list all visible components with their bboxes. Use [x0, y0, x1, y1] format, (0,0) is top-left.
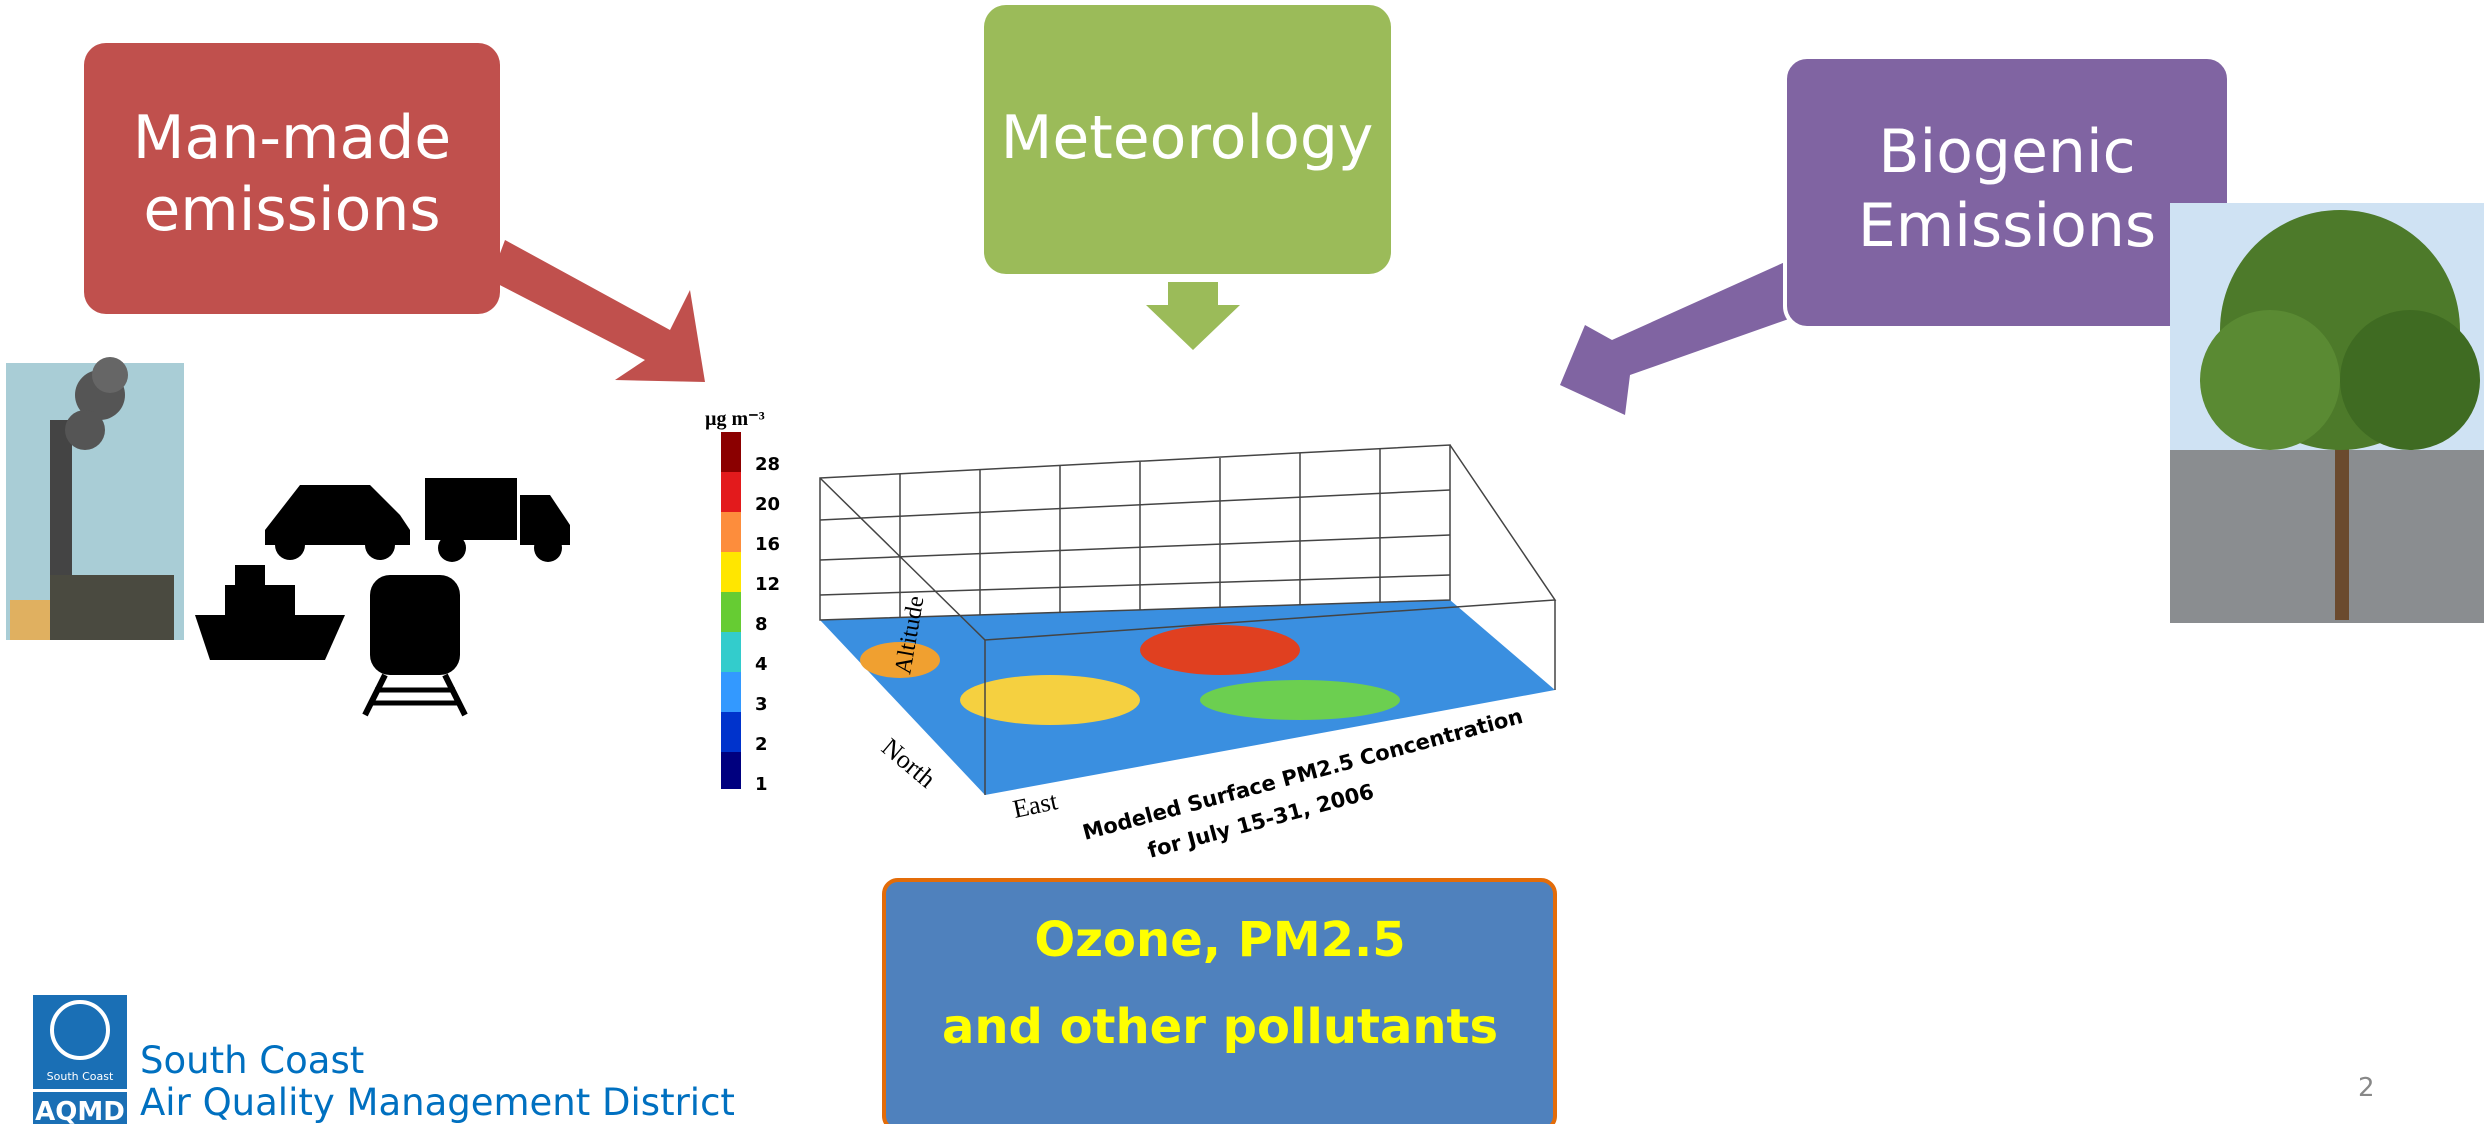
scale-label: 20	[755, 494, 780, 515]
scale-label: 16	[755, 534, 780, 555]
logo-mark	[50, 1000, 110, 1060]
purple-arrow	[1560, 262, 1800, 415]
box-text: Emissions	[1858, 191, 2156, 261]
box-text: Man-made	[133, 103, 451, 173]
box-text: Meteorology	[1001, 103, 1374, 173]
logo-badge-text: South Coast	[47, 1070, 114, 1083]
org-name: Air Quality Management District	[140, 1081, 735, 1124]
output-text: and other pollutants	[942, 999, 1498, 1055]
org-name: South Coast	[140, 1039, 364, 1082]
logo-abbr: AQMD	[35, 1097, 125, 1124]
box-text: emissions	[143, 175, 440, 245]
scale-label: 2	[755, 734, 768, 755]
tree-photo	[2170, 203, 2484, 623]
meteorology-box	[984, 5, 1391, 274]
red-arrow	[490, 240, 705, 382]
scale-label: 4	[755, 654, 768, 675]
logo-bar	[33, 1092, 127, 1124]
page-number: 2	[2358, 1073, 2375, 1103]
output-box	[882, 878, 1557, 1128]
man-made-box	[84, 43, 500, 314]
box-text: Biogenic	[1878, 117, 2135, 187]
scale-label: 1	[755, 774, 768, 795]
scale-label: 12	[755, 574, 780, 595]
logo-badge	[33, 995, 127, 1089]
factory-image	[6, 357, 184, 640]
green-arrow	[1146, 282, 1240, 350]
north-label: North	[876, 732, 941, 793]
output-text: Ozone, PM2.5	[1034, 912, 1405, 968]
biogenic-box	[1783, 55, 2231, 330]
scale-label: 28	[755, 454, 780, 475]
scale-label: 8	[755, 614, 768, 635]
unit-label: µg m⁻³	[705, 408, 765, 430]
vehicle-icons	[195, 478, 570, 717]
scale-label: 3	[755, 694, 768, 715]
east-label: East	[1010, 786, 1061, 824]
